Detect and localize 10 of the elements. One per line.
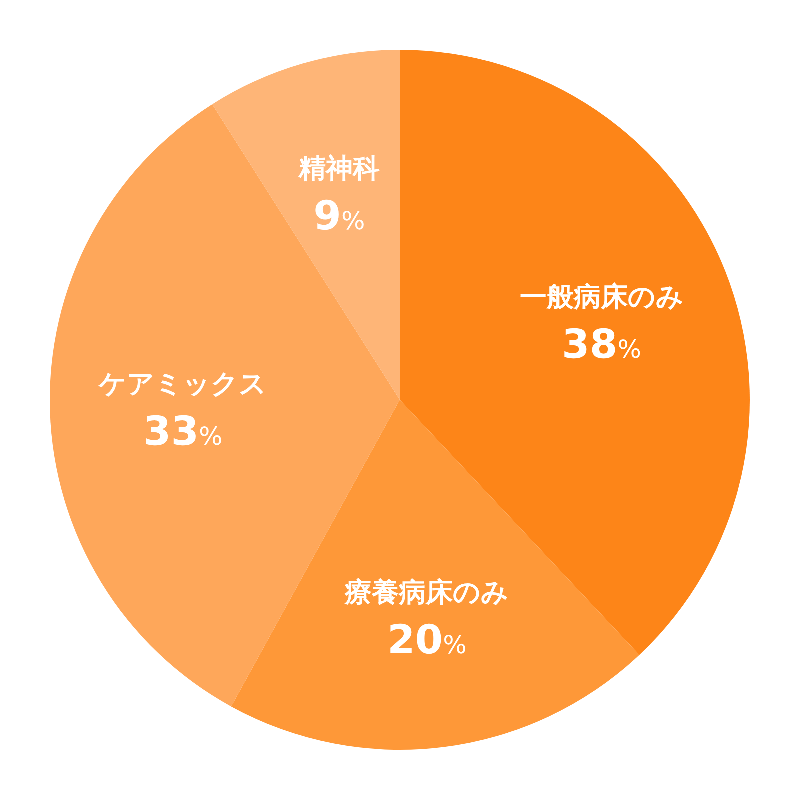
pie-slice bbox=[212, 50, 400, 400]
pie-slice bbox=[231, 400, 640, 750]
slice-label: 療養病床のみ bbox=[344, 577, 510, 608]
slice-label: 一般病床のみ bbox=[520, 282, 684, 314]
data-label: 9% bbox=[314, 194, 366, 240]
data-label: 38% bbox=[562, 322, 642, 368]
data-label: 33% bbox=[143, 408, 223, 455]
data-label: 20% bbox=[387, 617, 467, 664]
slice-label: 精神科 bbox=[298, 154, 380, 185]
slice-label: ケアミックス bbox=[98, 368, 268, 400]
